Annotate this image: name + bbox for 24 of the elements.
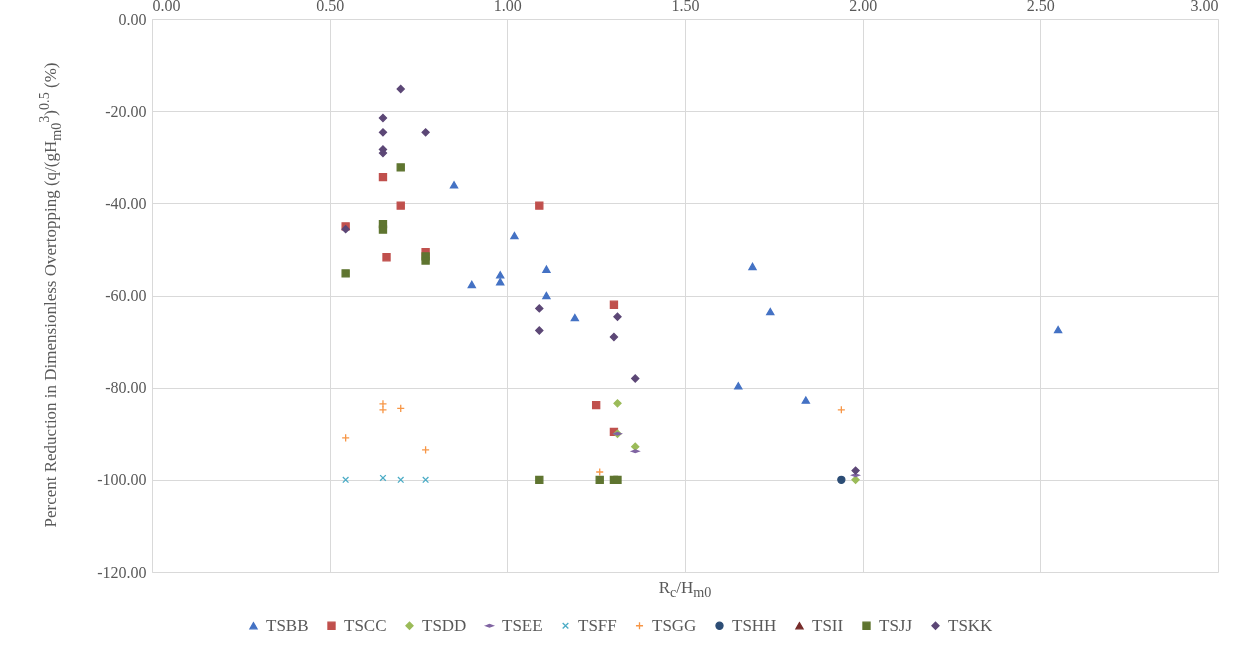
legend-label: TSJJ bbox=[879, 615, 913, 635]
legend-label: TSFF bbox=[578, 615, 617, 635]
legend-label: TSCC bbox=[344, 615, 387, 635]
y-tick-label: -20.00 bbox=[105, 102, 147, 120]
x-tick-label: 0.00 bbox=[152, 0, 181, 14]
x-tick-label: 1.00 bbox=[493, 0, 522, 14]
x-tick-label: 0.50 bbox=[316, 0, 345, 14]
legend-label: TSII bbox=[812, 615, 844, 635]
legend-label: TSDD bbox=[422, 615, 467, 635]
legend-label: TSGG bbox=[652, 615, 697, 635]
y-tick-label: -60.00 bbox=[105, 287, 147, 304]
y-tick-label: -40.00 bbox=[105, 194, 147, 212]
legend-label: TSEE bbox=[502, 615, 543, 635]
x-axis-title: R$_{c}$/H$_{m0}$ bbox=[658, 576, 712, 603]
legend-label: TSHH bbox=[732, 615, 777, 635]
legend-label: TSKK bbox=[948, 615, 994, 635]
x-tick-label: 2.50 bbox=[1026, 0, 1055, 14]
x-tick-label: 2.00 bbox=[849, 0, 878, 14]
y-tick-label: -100.00 bbox=[97, 471, 147, 489]
x-tick-label: 3.00 bbox=[1190, 0, 1219, 14]
legend-label: TSBB bbox=[266, 615, 309, 635]
y-tick-label: -80.00 bbox=[105, 379, 147, 397]
x-tick-label: 1.50 bbox=[671, 0, 700, 14]
y-tick-label: -120.00 bbox=[97, 563, 147, 581]
